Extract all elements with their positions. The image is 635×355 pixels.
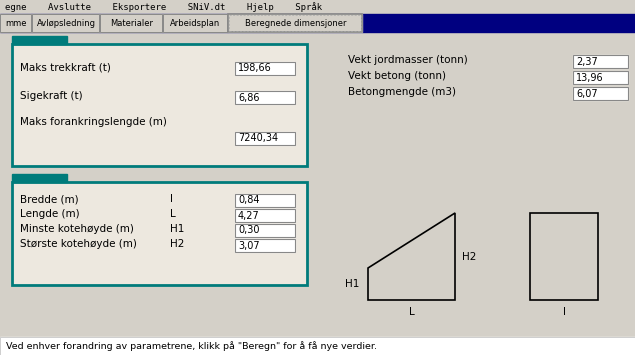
Bar bbox=[12, 36, 67, 44]
Text: Sigekraft (t): Sigekraft (t) bbox=[20, 91, 83, 101]
Text: H2: H2 bbox=[462, 251, 476, 262]
Text: H1: H1 bbox=[345, 279, 359, 289]
Text: Beregnede dimensjoner: Beregnede dimensjoner bbox=[244, 18, 346, 27]
Text: H2: H2 bbox=[170, 239, 184, 249]
Text: 6,07: 6,07 bbox=[576, 88, 598, 98]
Text: H1: H1 bbox=[170, 224, 184, 234]
Text: Bredde (m): Bredde (m) bbox=[20, 194, 79, 204]
Text: 0,84: 0,84 bbox=[238, 196, 260, 206]
Bar bbox=[235, 132, 295, 145]
Bar bbox=[235, 224, 295, 237]
Bar bbox=[12, 174, 67, 182]
Text: Maks trekkraft (t): Maks trekkraft (t) bbox=[20, 62, 111, 72]
Text: Avløpsledning: Avløpsledning bbox=[36, 18, 95, 27]
Bar bbox=[235, 91, 295, 104]
Text: Lengde (m): Lengde (m) bbox=[20, 209, 79, 219]
Text: 7240,34: 7240,34 bbox=[238, 133, 278, 143]
Bar bbox=[228, 14, 362, 32]
Text: 13,96: 13,96 bbox=[576, 72, 604, 82]
Text: mme: mme bbox=[5, 18, 27, 27]
Bar bbox=[573, 87, 628, 100]
Text: Betongmengde (m3): Betongmengde (m3) bbox=[348, 87, 456, 97]
Bar bbox=[100, 14, 162, 32]
Bar bbox=[0, 14, 635, 32]
Text: Materialer: Materialer bbox=[110, 18, 153, 27]
Text: Vekt jordmasser (tonn): Vekt jordmasser (tonn) bbox=[348, 55, 468, 65]
Text: 3,07: 3,07 bbox=[238, 240, 260, 251]
Text: Minste kotehøyde (m): Minste kotehøyde (m) bbox=[20, 224, 134, 234]
Bar bbox=[0, 0, 635, 14]
Text: Vekt betong (tonn): Vekt betong (tonn) bbox=[348, 71, 446, 81]
Text: L: L bbox=[170, 209, 176, 219]
Bar bbox=[0, 337, 635, 355]
Text: l: l bbox=[563, 307, 566, 317]
Text: 0,30: 0,30 bbox=[238, 225, 260, 235]
Text: l: l bbox=[170, 194, 173, 204]
Text: 6,86: 6,86 bbox=[238, 93, 260, 103]
Text: 2,37: 2,37 bbox=[576, 56, 598, 66]
Bar bbox=[163, 14, 227, 32]
Bar bbox=[235, 62, 295, 75]
Text: Største kotehøyde (m): Største kotehøyde (m) bbox=[20, 239, 137, 249]
Bar bbox=[12, 182, 307, 285]
Bar bbox=[530, 300, 598, 355]
Bar bbox=[12, 44, 307, 166]
Text: Maks forankringslengde (m): Maks forankringslengde (m) bbox=[20, 117, 167, 127]
Text: 198,66: 198,66 bbox=[238, 64, 272, 73]
Text: egne    Avslutte    Eksportere    SNiV.dt    Hjelp    Språk: egne Avslutte Eksportere SNiV.dt Hjelp S… bbox=[5, 2, 322, 12]
Bar bbox=[32, 14, 99, 32]
Bar bbox=[235, 239, 295, 252]
Bar bbox=[235, 194, 295, 207]
Text: 4,27: 4,27 bbox=[238, 211, 260, 220]
Text: Ved enhver forandring av parametrene, klikk på "Beregn" for å få nye verdier.: Ved enhver forandring av parametrene, kl… bbox=[6, 341, 377, 351]
Bar bbox=[573, 55, 628, 68]
Bar bbox=[573, 71, 628, 84]
Bar bbox=[0, 14, 31, 32]
Text: Arbeidsplan: Arbeidsplan bbox=[170, 18, 220, 27]
Text: L: L bbox=[409, 307, 415, 317]
Bar bbox=[235, 209, 295, 222]
